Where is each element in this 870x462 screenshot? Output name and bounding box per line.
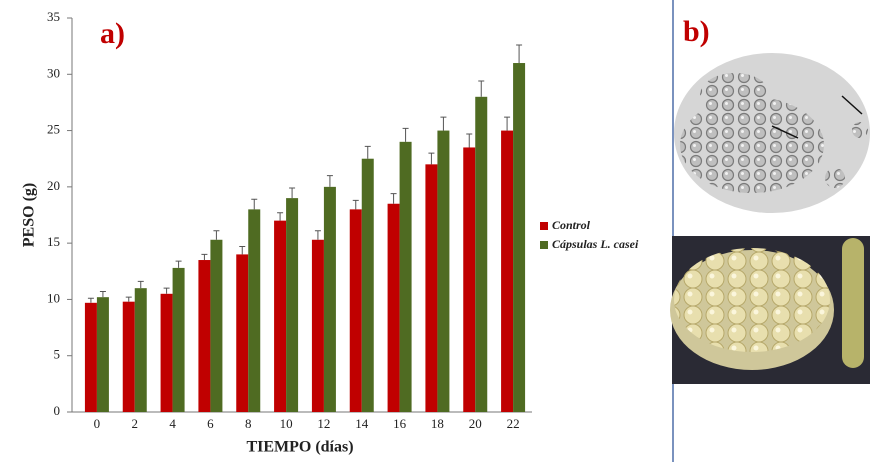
- bar: [96, 297, 109, 412]
- bar: [399, 141, 412, 413]
- bar: [323, 186, 336, 412]
- error-bar: [251, 198, 258, 210]
- y-tick-label: 20: [47, 178, 60, 193]
- error-bar: [99, 291, 106, 298]
- error-bar: [516, 44, 523, 64]
- error-bar: [466, 133, 473, 148]
- bar: [475, 96, 488, 413]
- bar: [463, 147, 476, 412]
- bar: [210, 239, 223, 412]
- x-tick-label: 22: [507, 416, 520, 431]
- error-bar: [478, 80, 485, 97]
- x-tick-label: 12: [317, 416, 330, 431]
- x-tick-label: 18: [431, 416, 444, 431]
- bar: [361, 158, 374, 412]
- error-bar: [201, 253, 208, 261]
- y-tick-label: 25: [47, 122, 60, 137]
- bar: [387, 203, 400, 412]
- legend-swatch: [540, 241, 548, 249]
- x-tick-label: 0: [94, 416, 101, 431]
- error-bar: [504, 116, 511, 131]
- error-bar: [163, 287, 170, 294]
- bar: [425, 164, 438, 412]
- bar: [274, 220, 287, 412]
- legend-label: Cápsulas L. casei: [552, 237, 639, 251]
- error-bar: [125, 296, 132, 302]
- error-bar: [175, 260, 182, 268]
- bar: [172, 267, 185, 412]
- legend-label: Control: [552, 218, 591, 232]
- y-axis-title: PESO (g): [21, 183, 38, 247]
- x-axis-title: TIEMPO (días): [246, 439, 353, 456]
- bar: [311, 239, 324, 412]
- bar: [84, 302, 97, 412]
- error-bar: [213, 230, 220, 240]
- error-bar: [314, 230, 321, 240]
- bar: [236, 254, 249, 412]
- error-bar: [87, 297, 94, 303]
- x-tick-label: 2: [132, 416, 139, 431]
- x-tick-label: 16: [393, 416, 407, 431]
- bar: [160, 293, 173, 412]
- bar: [286, 198, 299, 412]
- bar: [122, 301, 135, 412]
- bar: [513, 63, 526, 413]
- error-bar: [402, 127, 409, 142]
- bar: [501, 130, 514, 413]
- panel-label: b): [683, 15, 710, 48]
- legend-swatch: [540, 222, 548, 230]
- error-bar: [440, 116, 447, 131]
- bar: [437, 130, 450, 413]
- x-tick-label: 4: [169, 416, 176, 431]
- x-tick-label: 8: [245, 416, 252, 431]
- y-tick-label: 15: [47, 234, 60, 249]
- error-bar: [137, 280, 144, 289]
- photo-bottom: [670, 236, 870, 384]
- error-bar: [289, 187, 296, 199]
- panel-label: a): [100, 17, 125, 50]
- x-tick-label: 14: [355, 416, 369, 431]
- y-tick-label: 5: [54, 347, 61, 362]
- bar: [248, 209, 261, 412]
- x-tick-label: 6: [207, 416, 214, 431]
- error-bar: [428, 152, 435, 165]
- error-bar: [352, 199, 359, 210]
- photo-top: [674, 53, 870, 213]
- error-bar: [390, 193, 397, 204]
- error-bar: [277, 212, 284, 221]
- y-tick-label: 30: [47, 65, 60, 80]
- bar: [198, 260, 211, 412]
- error-bar: [326, 175, 333, 187]
- y-tick-label: 35: [47, 9, 60, 24]
- error-bar: [239, 246, 246, 255]
- error-bar: [364, 145, 371, 159]
- bar: [134, 288, 147, 412]
- y-tick-label: 10: [47, 290, 60, 305]
- y-tick-label: 0: [54, 403, 61, 418]
- bar: [349, 209, 362, 412]
- x-tick-label: 10: [280, 416, 293, 431]
- x-tick-label: 20: [469, 416, 482, 431]
